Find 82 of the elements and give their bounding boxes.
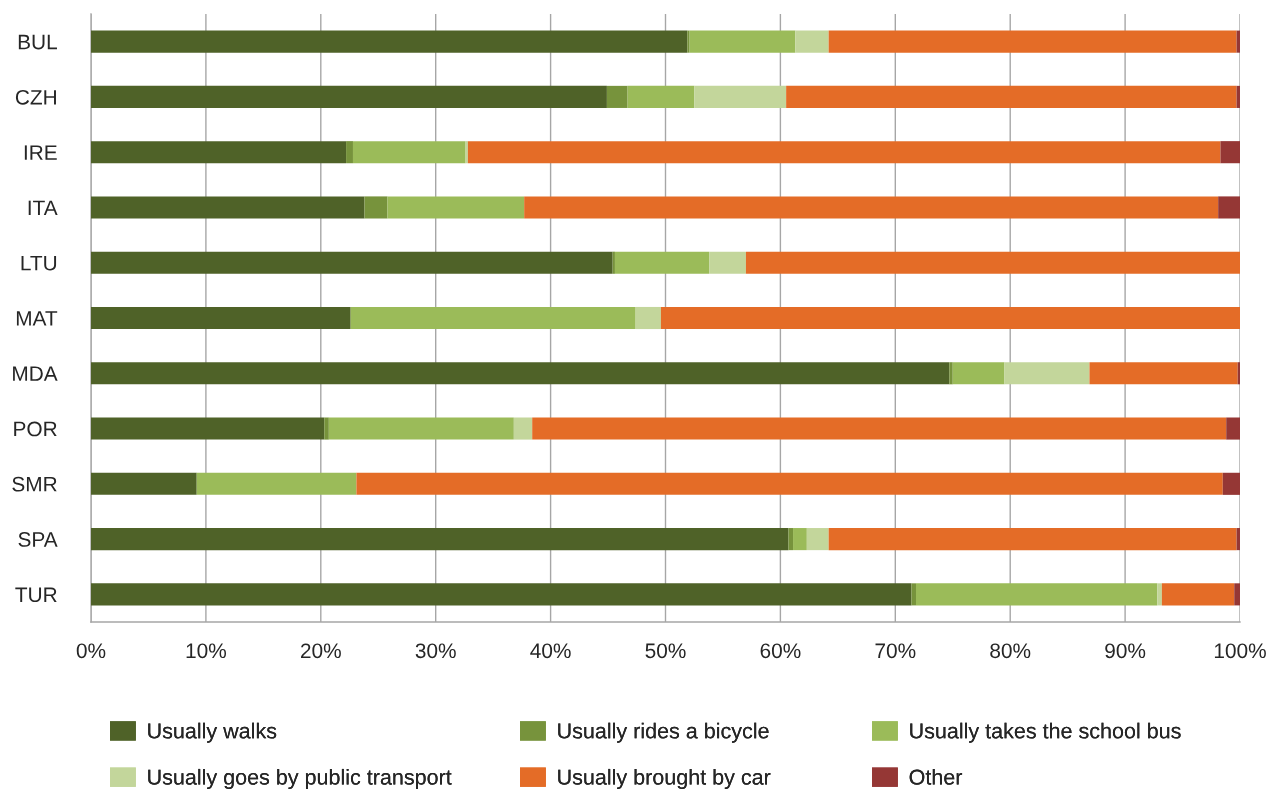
bar bbox=[91, 85, 607, 108]
bar bbox=[1222, 472, 1240, 495]
bar bbox=[788, 528, 794, 551]
bar bbox=[709, 251, 746, 274]
bar bbox=[352, 141, 466, 164]
legend-label: Usually goes by public transport bbox=[148, 768, 452, 789]
bar bbox=[806, 528, 829, 551]
bar bbox=[687, 30, 690, 53]
y-tick-label: POR bbox=[14, 421, 57, 437]
bar bbox=[1220, 141, 1240, 164]
bar bbox=[356, 472, 1223, 495]
bar bbox=[91, 196, 365, 219]
bar bbox=[949, 362, 953, 385]
bar bbox=[324, 417, 329, 440]
legend-label: Usually takes the school bus bbox=[910, 722, 1181, 743]
x-tick-label: 10% bbox=[186, 643, 227, 659]
bar bbox=[91, 141, 347, 164]
x-tick-label: 0% bbox=[76, 643, 106, 659]
x-tick-label: 60% bbox=[760, 643, 801, 659]
bar bbox=[91, 528, 789, 551]
x-tick-label: 40% bbox=[530, 643, 571, 659]
bar bbox=[91, 417, 325, 440]
bar bbox=[364, 196, 388, 219]
bar bbox=[513, 417, 533, 440]
bar bbox=[793, 528, 807, 551]
y-tick-label: ITA bbox=[28, 200, 58, 215]
bar bbox=[911, 583, 916, 606]
bar bbox=[91, 306, 351, 330]
bar bbox=[627, 85, 695, 108]
bar bbox=[828, 528, 1237, 551]
bar bbox=[1161, 583, 1235, 606]
bar bbox=[1089, 362, 1238, 385]
bar bbox=[828, 30, 1237, 53]
bar bbox=[1226, 417, 1240, 440]
bar bbox=[1157, 583, 1162, 606]
bar bbox=[606, 85, 628, 108]
legend-label: Usually brought by car bbox=[558, 768, 771, 789]
x-tick-label: 50% bbox=[645, 643, 686, 659]
bar bbox=[1218, 196, 1240, 219]
y-tick-label: MAT bbox=[16, 311, 58, 326]
x-tick-label: 100% bbox=[1214, 643, 1266, 659]
bar bbox=[795, 30, 829, 53]
bar bbox=[745, 251, 1240, 274]
y-tick-label: IRE bbox=[24, 145, 57, 160]
x-tick-label: 70% bbox=[875, 643, 916, 659]
legend-label: Usually rides a bicycle bbox=[558, 722, 769, 743]
bar bbox=[91, 472, 197, 495]
bar bbox=[346, 141, 353, 164]
y-tick-label: BUL bbox=[18, 34, 57, 50]
bar bbox=[467, 141, 1221, 164]
bar bbox=[635, 306, 661, 330]
bar bbox=[614, 251, 710, 274]
bar bbox=[786, 85, 1237, 108]
bar bbox=[91, 362, 950, 385]
bar bbox=[915, 583, 1158, 606]
legend-label: Other bbox=[909, 768, 963, 785]
x-tick-label: 30% bbox=[415, 643, 456, 659]
bar bbox=[91, 583, 912, 606]
bar bbox=[196, 472, 357, 495]
y-tick-label: SMR bbox=[12, 476, 57, 492]
bar bbox=[694, 85, 787, 108]
x-tick-label: 90% bbox=[1105, 643, 1146, 659]
bar bbox=[91, 251, 613, 274]
bar bbox=[952, 362, 1005, 385]
bar bbox=[689, 30, 796, 53]
bar bbox=[1004, 362, 1090, 385]
bar bbox=[660, 306, 1240, 330]
y-tick-label: SPA bbox=[18, 532, 58, 547]
legend-label: Usually walks bbox=[148, 722, 277, 743]
bar bbox=[1234, 583, 1240, 606]
bar bbox=[532, 417, 1227, 440]
y-tick-label: MDA bbox=[13, 366, 58, 381]
bar bbox=[524, 196, 1219, 219]
y-tick-label: TUR bbox=[15, 587, 57, 603]
y-tick-label: CZH bbox=[15, 89, 56, 105]
x-tick-label: 80% bbox=[990, 643, 1031, 659]
bar bbox=[350, 306, 636, 330]
x-tick-label: 20% bbox=[301, 643, 341, 659]
bar bbox=[91, 30, 688, 53]
y-tick-label: LTU bbox=[21, 255, 57, 271]
bar bbox=[387, 196, 525, 219]
bar bbox=[328, 417, 514, 440]
